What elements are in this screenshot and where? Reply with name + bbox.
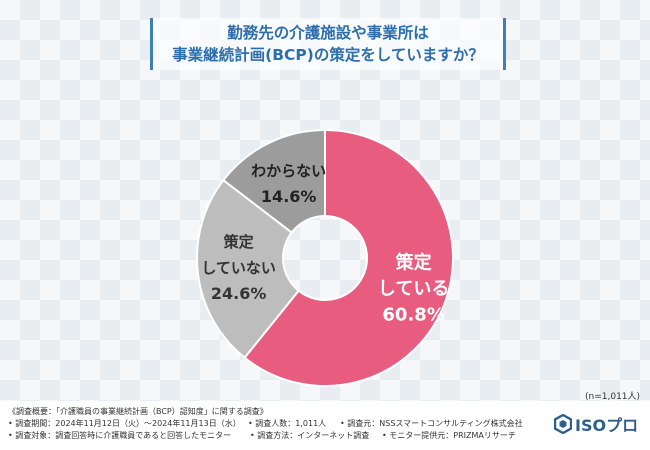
logo-text: ISOプロ: [575, 416, 639, 435]
title-box: 勤務先の介護施設や事業所は 事業継続計画(BCP)の策定をしていますか？: [150, 18, 506, 70]
slice-category-label-1: していない: [201, 259, 276, 277]
slice-category-label-0: している: [378, 278, 449, 299]
slice-category-label-0: 策定: [396, 251, 432, 273]
hexagon-logo-icon: [554, 414, 572, 434]
survey-period: • 調査期間：2024年11月12日（火）〜2024年11月13日（水）: [8, 419, 241, 428]
slice-unknown: [221, 128, 326, 234]
survey-target: • 調査対象：調査回答時に介護職員であると回答したモニター: [8, 431, 232, 440]
slice-value-label-1: 24.6%: [211, 284, 267, 303]
slice-category-label-1: 策定: [223, 233, 254, 251]
monitor-provider: • モニター提供元：PRIZMAリサーチ: [382, 431, 516, 440]
survey-overview: 《調査概要：「介護職員の事業継続計画（BCP）認知度」に関する調査》: [8, 407, 268, 416]
title-line-1: 勤務先の介護施設や事業所は: [227, 24, 429, 42]
title-line-2: 事業継続計画(BCP)の策定をしていますか？: [172, 46, 484, 64]
slice-not-implemented: [196, 178, 301, 360]
slice-value-label-2: 14.6%: [261, 187, 317, 206]
sample-size-note: (n=1,011人): [585, 392, 641, 402]
slice-category-label-2: わからない: [251, 162, 326, 180]
iso-pro-logo: ISOプロ: [554, 414, 639, 435]
survey-method: • 調査方法：インターネット調査: [250, 431, 370, 440]
survey-count: • 調査人数：1,011人: [248, 419, 327, 428]
slice-implemented: [243, 128, 454, 387]
footer: 《調査概要：「介護職員の事業継続計画（BCP）認知度」に関する調査》 • 調査期…: [0, 401, 650, 450]
slice-value-label-0: 60.8%: [382, 304, 444, 325]
survey-source: • 調査元：NSSスマートコンサルティング株式会社: [340, 419, 523, 428]
